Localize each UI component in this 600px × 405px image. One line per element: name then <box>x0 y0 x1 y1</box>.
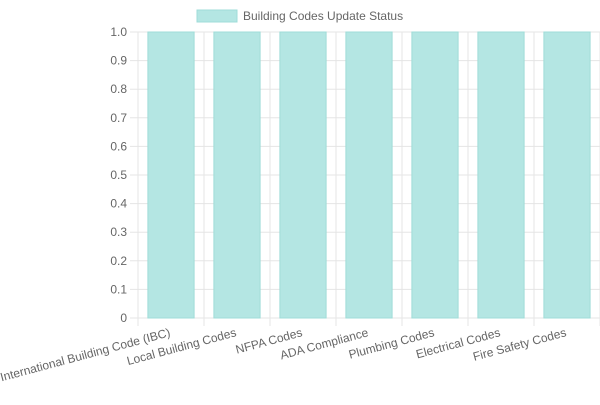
y-tick-label: 0.8 <box>110 82 127 96</box>
bar[interactable] <box>543 31 591 319</box>
bar[interactable] <box>213 31 261 319</box>
y-tick-label: 0.4 <box>110 197 127 211</box>
legend-label[interactable]: Building Codes Update Status <box>243 9 403 23</box>
y-tick-label: 0.6 <box>110 139 127 153</box>
bar[interactable] <box>279 31 327 319</box>
bar[interactable] <box>345 31 393 319</box>
y-tick-label: 0.2 <box>110 254 127 268</box>
y-tick-label: 0 <box>120 311 127 325</box>
x-axis: International Building Code (IBC)Local B… <box>0 325 568 384</box>
y-axis: 0 0.1 0.2 0.3 0.4 0.5 0.6 0.7 0.8 0.9 1.0 <box>110 25 127 325</box>
legend[interactable]: Building Codes Update Status <box>196 9 403 23</box>
bar[interactable] <box>411 31 459 319</box>
y-tick-label: 0.1 <box>110 282 127 296</box>
y-tick-label: 0.5 <box>110 168 127 182</box>
bar[interactable] <box>477 31 525 319</box>
y-tick-label: 0.7 <box>110 111 127 125</box>
y-tick-label: 1.0 <box>110 25 127 39</box>
y-tick-label: 0.9 <box>110 54 127 68</box>
legend-swatch[interactable] <box>196 9 238 23</box>
y-tick-label: 0.3 <box>110 225 127 239</box>
bar[interactable] <box>147 31 195 319</box>
bars <box>147 31 591 319</box>
